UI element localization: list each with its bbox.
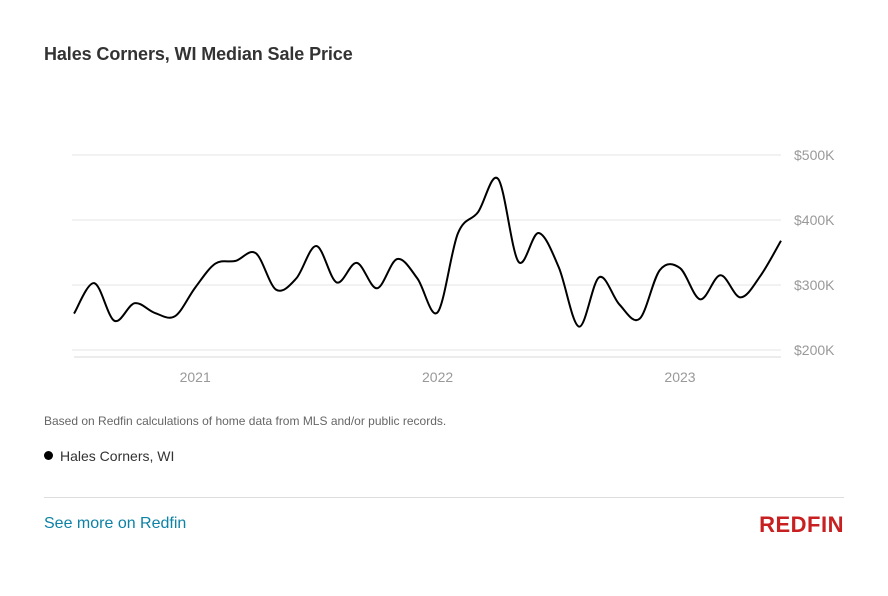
gridlines (72, 154, 781, 358)
see-more-link[interactable]: See more on Redfin (44, 515, 187, 532)
legend-label: Hales Corners, WI (60, 448, 175, 464)
series-lines (73, 176, 782, 328)
y-axis-tick-labels: $200K $300K $400K $500K (794, 147, 835, 358)
y-tick-label: $500K (794, 147, 835, 163)
legend: Hales Corners, WI (44, 448, 174, 464)
x-axis-tick-labels: 2021 2022 2023 (180, 369, 696, 385)
x-tick-label: 2021 (180, 369, 211, 385)
footer-divider (44, 497, 844, 498)
line-chart: $200K $300K $400K $500K 2021 2022 2023 (72, 147, 835, 385)
x-tick-label: 2023 (664, 369, 695, 385)
y-tick-label: $400K (794, 212, 835, 228)
y-tick-label: $200K (794, 342, 835, 358)
y-tick-label: $300K (794, 277, 835, 293)
chart-title: Hales Corners, WI Median Sale Price (44, 44, 353, 64)
x-tick-label: 2022 (422, 369, 453, 385)
legend-marker (44, 450, 53, 460)
series-line (73, 176, 782, 328)
redfin-logo[interactable]: REDFIN (759, 512, 844, 537)
data-source-note: Based on Redfin calculations of home dat… (44, 414, 447, 428)
